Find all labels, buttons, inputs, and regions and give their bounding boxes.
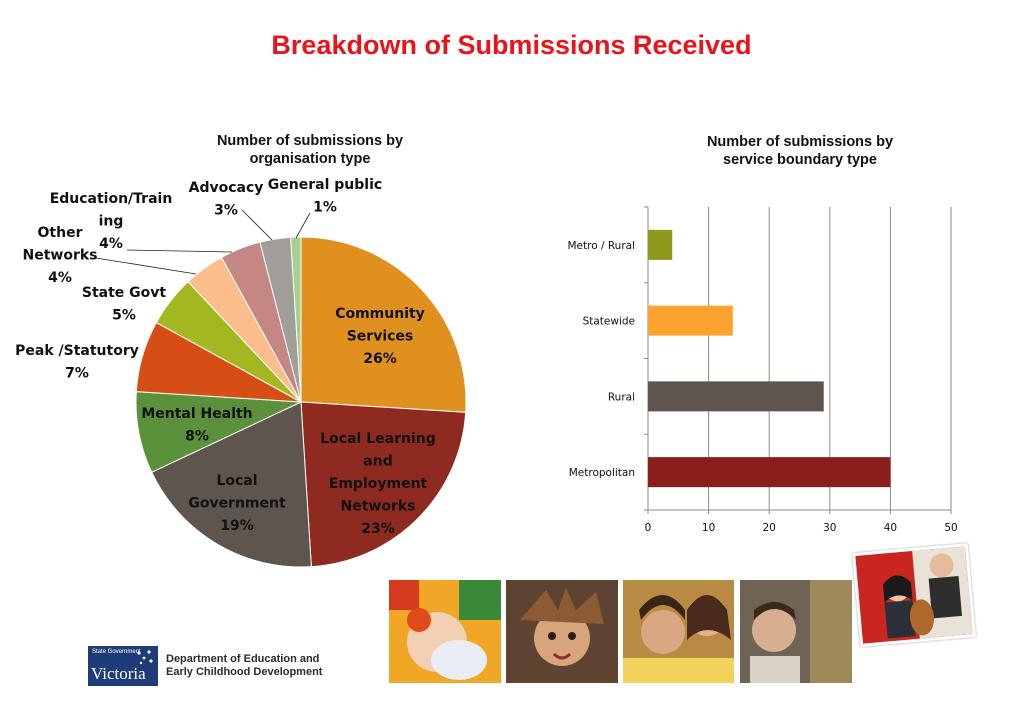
pie-slice-community-services	[300, 236, 467, 413]
bar-x-tick-label-0: 0	[645, 522, 652, 534]
department-line-1: Department of Education and	[166, 653, 320, 665]
pie-leader-line-education-training	[126, 249, 233, 253]
pie-slice-local-government	[151, 401, 312, 568]
pie-slice-state-govt	[155, 281, 302, 403]
pie-label-local-learning-and-employment-networks: Local Learning and Employment Networks 23%	[320, 431, 435, 537]
pie-slice-other-networks	[187, 256, 302, 403]
bar-rural	[648, 381, 824, 412]
pie-label-state-govt: State Govt 5%	[82, 285, 167, 324]
bar-x-tick-label-20: 20	[763, 522, 776, 534]
logo-state-government: State Government	[92, 649, 141, 655]
bar-metropolitan	[648, 457, 891, 488]
pie-label-local-government: Local Government 19%	[188, 473, 286, 534]
bar-x-tick-label-40: 40	[884, 522, 897, 534]
department-logo: State Government Victoria Department of …	[88, 646, 322, 686]
pie-label-general-public: General public 1%	[268, 177, 382, 216]
pie-leader-line-other-networks	[95, 257, 197, 275]
bar-statewide	[648, 305, 733, 336]
photo-baby	[389, 580, 501, 683]
bar-x-tick-label-50: 50	[944, 522, 957, 534]
photo-child-painted-hands	[506, 580, 618, 683]
bar-metro-rural	[648, 229, 673, 260]
pie-leader-line-general-public	[295, 212, 311, 239]
pie-label-community-services: Community Services 26%	[335, 306, 425, 367]
victoria-logo-box: State Government Victoria	[88, 646, 158, 686]
pie-label-other-networks: Other Networks 4%	[22, 225, 97, 286]
bar-category-label-metro-rural: Metro / Rural	[567, 240, 635, 252]
pie-label-peak-statutory: Peak /Statutory 7%	[15, 343, 139, 382]
pie-chart-title: Number of submissions by organisation ty…	[216, 133, 404, 167]
pie-label-mental-health: Mental Health 8%	[141, 406, 252, 445]
pie-slice-local-learning-and-employment-networks	[300, 401, 467, 568]
photo-girl-reading	[623, 580, 734, 683]
bar-x-tick-label-30: 30	[823, 522, 836, 534]
pie-slice-education-training	[220, 241, 302, 403]
pie-label-advocacy: Advocacy 3%	[189, 180, 264, 219]
photo-young-man	[740, 580, 852, 683]
pie-leader-line-advocacy	[241, 209, 273, 241]
pie-slice-advocacy	[259, 236, 302, 403]
logo-victoria: Victoria	[91, 664, 146, 683]
southern-cross-icon	[137, 650, 153, 665]
pie-slice-peak-statutory	[135, 321, 302, 403]
bar-category-label-statewide: Statewide	[583, 316, 635, 328]
pie-slice-mental-health	[135, 391, 302, 473]
pie-label-education-training: Education/Train ing 4%	[50, 191, 173, 252]
department-name: Department of Education and Early Childh…	[166, 653, 322, 679]
bar-category-label-rural: Rural	[608, 391, 635, 403]
bar-chart-title: Number of submissions by service boundar…	[706, 134, 894, 168]
pie-slice-general-public	[290, 236, 302, 403]
bar-category-label-metropolitan: Metropolitan	[569, 467, 635, 479]
photo-cello-lesson	[852, 543, 976, 647]
bar-x-tick-label-10: 10	[702, 522, 715, 534]
page-title: Breakdown of Submissions Received	[271, 30, 752, 60]
department-line-2: Early Childhood Development	[166, 666, 323, 678]
